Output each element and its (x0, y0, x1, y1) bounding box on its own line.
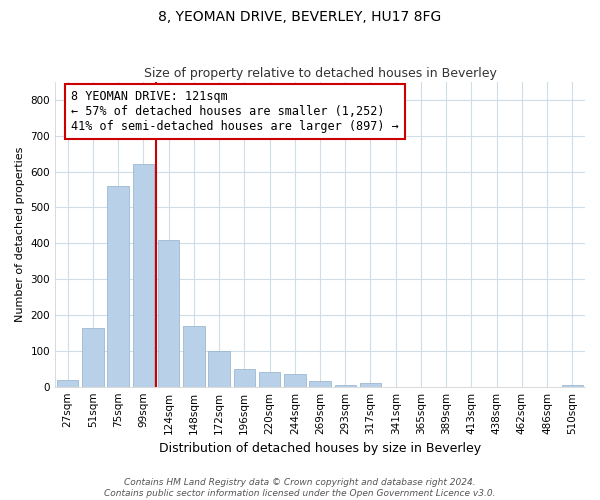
Bar (259, 372, 280, 386)
Text: Contains HM Land Registry data © Crown copyright and database right 2024.
Contai: Contains HM Land Registry data © Crown c… (104, 478, 496, 498)
Bar (183, 326, 205, 386)
Bar (57, 380, 79, 386)
X-axis label: Distribution of detached houses by size in Beverley: Distribution of detached houses by size … (159, 442, 481, 455)
Bar (360, 383, 381, 386)
Bar (309, 382, 331, 386)
Bar (284, 374, 305, 386)
Bar (233, 369, 255, 386)
Bar (82, 328, 104, 386)
Bar (133, 164, 154, 386)
Bar (208, 351, 230, 386)
Bar (107, 186, 129, 386)
Text: 8, YEOMAN DRIVE, BEVERLEY, HU17 8FG: 8, YEOMAN DRIVE, BEVERLEY, HU17 8FG (158, 10, 442, 24)
Bar (158, 240, 179, 386)
Bar (335, 385, 356, 386)
Title: Size of property relative to detached houses in Beverley: Size of property relative to detached ho… (143, 66, 496, 80)
Text: 8 YEOMAN DRIVE: 121sqm
← 57% of detached houses are smaller (1,252)
41% of semi-: 8 YEOMAN DRIVE: 121sqm ← 57% of detached… (71, 90, 398, 132)
Bar (562, 385, 583, 386)
Y-axis label: Number of detached properties: Number of detached properties (15, 146, 25, 322)
